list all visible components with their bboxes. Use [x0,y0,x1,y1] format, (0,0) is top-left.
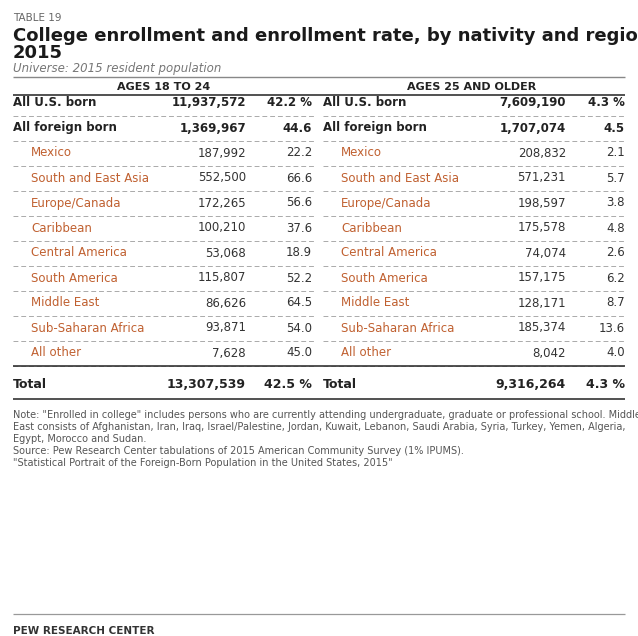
Text: 1,369,967: 1,369,967 [179,121,246,134]
Text: 208,832: 208,832 [518,146,566,160]
Text: 3.8: 3.8 [607,197,625,209]
Text: 74,074: 74,074 [525,247,566,259]
Text: 4.5: 4.5 [604,121,625,134]
Text: East consists of Afghanistan, Iran, Iraq, Israel/Palestine, Jordan, Kuwait, Leba: East consists of Afghanistan, Iran, Iraq… [13,422,625,432]
Text: 2015: 2015 [13,44,63,62]
Text: 187,992: 187,992 [197,146,246,160]
Text: "Statistical Portrait of the Foreign-Born Population in the United States, 2015": "Statistical Portrait of the Foreign-Bor… [13,459,392,468]
Text: 157,175: 157,175 [517,272,566,284]
Text: 64.5: 64.5 [286,296,312,310]
Text: 44.6: 44.6 [283,121,312,134]
Text: 5.7: 5.7 [606,172,625,184]
Text: All other: All other [341,347,391,359]
Text: 175,578: 175,578 [517,221,566,235]
Text: 66.6: 66.6 [286,172,312,184]
Text: 54.0: 54.0 [286,322,312,335]
Text: 8.7: 8.7 [606,296,625,310]
Text: 4.3 %: 4.3 % [588,97,625,109]
Text: 8,042: 8,042 [533,347,566,359]
Text: South America: South America [31,272,118,284]
Text: 2.1: 2.1 [606,146,625,160]
Text: 22.2: 22.2 [286,146,312,160]
Text: 42.2 %: 42.2 % [267,97,312,109]
Text: Egypt, Morocco and Sudan.: Egypt, Morocco and Sudan. [13,434,146,445]
Text: Middle East: Middle East [31,296,100,310]
Text: 185,374: 185,374 [517,322,566,335]
Text: South and East Asia: South and East Asia [341,172,459,184]
Text: All foreign born: All foreign born [323,121,427,134]
Text: Europe/Canada: Europe/Canada [341,197,431,209]
Text: Mexico: Mexico [341,146,382,160]
Text: AGES 25 AND OLDER: AGES 25 AND OLDER [408,82,537,92]
Text: 4.0: 4.0 [606,347,625,359]
Text: Central America: Central America [341,247,437,259]
Text: 9,316,264: 9,316,264 [496,378,566,391]
Text: Middle East: Middle East [341,296,410,310]
Text: Total: Total [13,378,47,391]
Text: TABLE 19: TABLE 19 [13,13,61,23]
Text: Universe: 2015 resident population: Universe: 2015 resident population [13,62,221,75]
Text: All U.S. born: All U.S. born [13,97,96,109]
Text: 7,628: 7,628 [212,347,246,359]
Text: 2.6: 2.6 [606,247,625,259]
Text: 100,210: 100,210 [198,221,246,235]
Text: 18.9: 18.9 [286,247,312,259]
Text: 45.0: 45.0 [286,347,312,359]
Text: Sub-Saharan Africa: Sub-Saharan Africa [341,322,454,335]
Text: 6.2: 6.2 [606,272,625,284]
Text: 571,231: 571,231 [517,172,566,184]
Text: 37.6: 37.6 [286,221,312,235]
Text: 172,265: 172,265 [197,197,246,209]
Text: 86,626: 86,626 [205,296,246,310]
Text: PEW RESEARCH CENTER: PEW RESEARCH CENTER [13,626,154,636]
Text: Caribbean: Caribbean [31,221,92,235]
Text: 4.8: 4.8 [606,221,625,235]
Text: 7,609,190: 7,609,190 [500,97,566,109]
Text: 93,871: 93,871 [205,322,246,335]
Text: 115,807: 115,807 [198,272,246,284]
Text: 4.3 %: 4.3 % [586,378,625,391]
Text: 11,937,572: 11,937,572 [172,97,246,109]
Text: All U.S. born: All U.S. born [323,97,406,109]
Text: All foreign born: All foreign born [13,121,117,134]
Text: South America: South America [341,272,427,284]
Text: 128,171: 128,171 [517,296,566,310]
Text: 56.6: 56.6 [286,197,312,209]
Text: All other: All other [31,347,81,359]
Text: 42.5 %: 42.5 % [264,378,312,391]
Text: 552,500: 552,500 [198,172,246,184]
Text: 53,068: 53,068 [205,247,246,259]
Text: 52.2: 52.2 [286,272,312,284]
Text: College enrollment and enrollment rate, by nativity and region of birth:: College enrollment and enrollment rate, … [13,27,638,45]
Text: Note: "Enrolled in college" includes persons who are currently attending undergr: Note: "Enrolled in college" includes per… [13,410,638,420]
Text: Mexico: Mexico [31,146,72,160]
Text: Central America: Central America [31,247,127,259]
Text: Caribbean: Caribbean [341,221,402,235]
Text: Europe/Canada: Europe/Canada [31,197,121,209]
Text: 1,707,074: 1,707,074 [500,121,566,134]
Text: Source: Pew Research Center tabulations of 2015 American Community Survey (1% IP: Source: Pew Research Center tabulations … [13,446,464,456]
Text: 198,597: 198,597 [517,197,566,209]
Text: 13.6: 13.6 [599,322,625,335]
Text: Total: Total [323,378,357,391]
Text: South and East Asia: South and East Asia [31,172,149,184]
Text: AGES 18 TO 24: AGES 18 TO 24 [117,82,211,92]
Text: Sub-Saharan Africa: Sub-Saharan Africa [31,322,144,335]
Text: 13,307,539: 13,307,539 [167,378,246,391]
